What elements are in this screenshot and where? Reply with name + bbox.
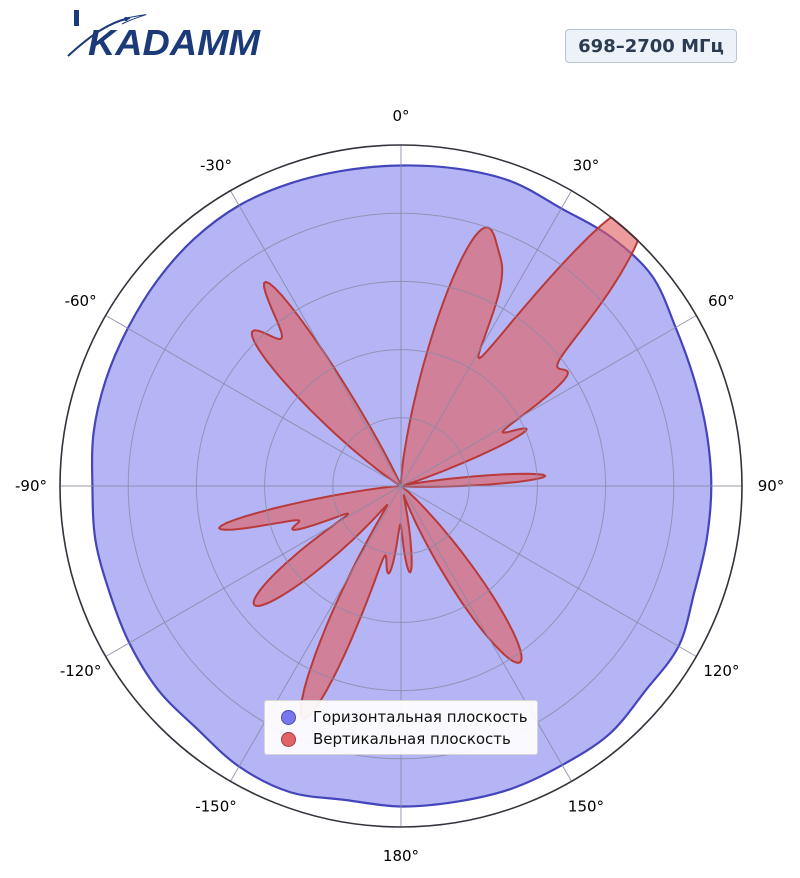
grid-spoke xyxy=(105,485,402,657)
angle-tick-label: 30° xyxy=(573,157,600,175)
angle-tick-label: 0° xyxy=(392,107,409,125)
grid-spoke xyxy=(400,190,572,487)
legend-item-horizontal: Горизонтальная плоскость xyxy=(281,706,537,728)
grid-spoke xyxy=(230,190,402,487)
logo-arc xyxy=(121,14,147,25)
angle-tick-label: 150° xyxy=(568,797,604,815)
polar-grid xyxy=(59,144,743,828)
angle-tick-label: -30° xyxy=(200,157,232,175)
angle-tick-label: 120° xyxy=(703,662,739,680)
chart-legend: Горизонтальная плоскость Вертикальная пл… xyxy=(264,700,538,755)
legend-marker-vertical xyxy=(281,731,296,747)
legend-item-vertical: Вертикальная плоскость xyxy=(281,728,537,750)
angle-tick-label: -150° xyxy=(195,797,237,815)
angle-tick-label: -90° xyxy=(15,477,47,495)
legend-label-vertical: Вертикальная плоскость xyxy=(313,730,511,748)
kadamm-logo: KADAMM xyxy=(67,10,261,63)
logo-dot xyxy=(124,17,128,21)
grid-spoke xyxy=(105,315,402,487)
angle-tick-label: 90° xyxy=(758,477,785,495)
angle-tick-label: 60° xyxy=(708,292,735,310)
angle-tick-label: -120° xyxy=(60,662,102,680)
logo-wordmark: KADAMM xyxy=(88,22,261,63)
grid-spoke xyxy=(400,485,697,657)
legend-label-horizontal: Горизонтальная плоскость xyxy=(313,708,528,726)
angle-tick-label: -60° xyxy=(65,292,97,310)
grid-spoke xyxy=(230,485,402,782)
legend-marker-horizontal xyxy=(281,709,296,725)
polar-frame xyxy=(59,144,743,828)
grid-spoke xyxy=(400,485,572,782)
grid-spoke xyxy=(400,315,697,487)
frequency-badge: 698–2700 МГц xyxy=(565,29,737,63)
logo-mark xyxy=(74,10,79,26)
angle-labels: 0° 30° 60° 90° 120° 150° 180° -150° -120° -90° -60… xyxy=(15,107,784,865)
angle-tick-label: 180° xyxy=(383,847,419,865)
